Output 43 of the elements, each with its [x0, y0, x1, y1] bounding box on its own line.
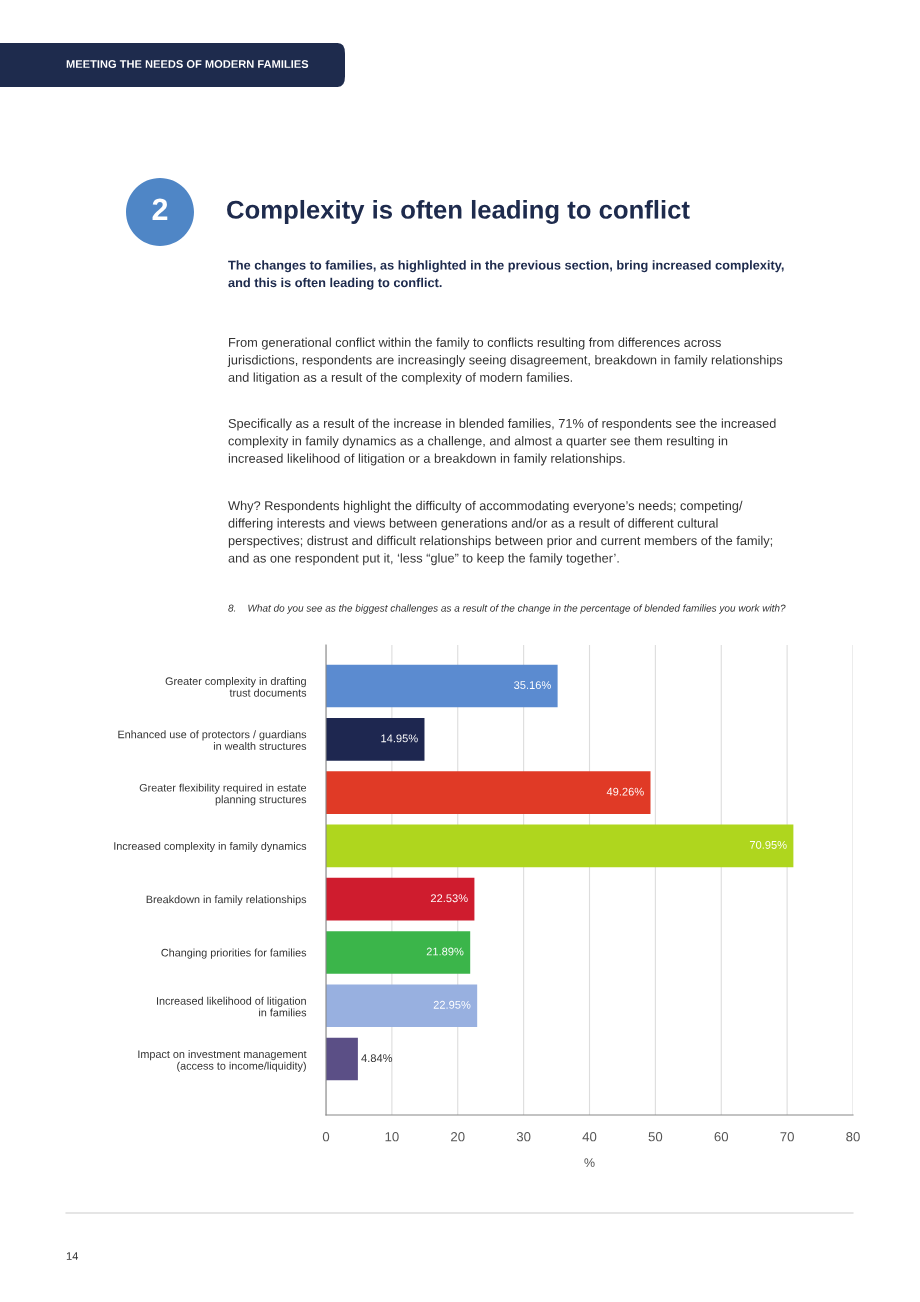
text: MEETING THE NEEDS OF MODERN FAMILIES — [66, 60, 309, 68]
data-label: 22.95% — [433, 1000, 471, 1009]
x-tick-label: 20 — [451, 1132, 465, 1142]
text: 14 — [66, 1252, 79, 1260]
x-tick-label: 0 — [322, 1132, 330, 1142]
text: 2 — [152, 198, 168, 220]
bar — [326, 984, 478, 1028]
x-tick-label: 70 — [780, 1132, 794, 1142]
bar — [326, 877, 475, 921]
x-tick-label: 80 — [846, 1132, 860, 1142]
data-label: 14.95% — [381, 734, 418, 743]
text: 8. What do you see as the biggest challenges as a result of the change in the percentage of blended families you work with? — [228, 604, 786, 614]
text: From generational conflict within the family to conflicts resulting from differences across jurisdictions, respondents are increasingly seeing disagreement, breakdown in family relationships and litigation as a result of the complexity of modern families. — [227, 337, 783, 385]
data-label: 21.89% — [426, 947, 464, 956]
data-label: 22.53% — [430, 894, 468, 903]
x-tick-label: 10 — [385, 1132, 399, 1142]
y-tick-label: Changing priorities for families — [161, 948, 307, 959]
bar — [326, 824, 794, 868]
bar — [326, 771, 651, 814]
y-tick-label: Breakdown in family relationships — [146, 895, 307, 906]
x-axis-title: % — [584, 1158, 595, 1167]
bar — [326, 931, 471, 974]
y-tick-label: Increased likelihood of litigation in families — [157, 996, 307, 1017]
chart-title: Complexity is often leading to conflict — [227, 199, 690, 225]
chart-subtitle: The changes to families, as highlighted in the previous section, bring increased complexity, and this is often leading to conflict. — [228, 260, 784, 290]
data-label: 49.26% — [606, 787, 644, 796]
y-tick-label: Greater complexity in drafting trust documents — [165, 677, 307, 697]
text: Why? Respondents highlight the difficulty of accommodating everyone’s needs; competing/ differing interests and views between generations and/or as a result of different cultural perspectives; distrust and difficult relationships between prior and current members of the family; and as one respondent put it, ‘less “glue” to keep the family together’. — [228, 500, 773, 566]
x-tick-label: 40 — [582, 1132, 597, 1142]
data-label: 35.16% — [514, 681, 551, 690]
data-label: 4.84% — [361, 1054, 393, 1063]
data-label: 70.95% — [749, 841, 787, 849]
y-tick-label: Increased complexity in family dynamics — [114, 841, 307, 853]
x-tick-label: 30 — [516, 1132, 531, 1142]
x-tick-label: 60 — [714, 1132, 729, 1142]
bar — [326, 718, 425, 761]
bar — [326, 664, 558, 708]
x-tick-label: 50 — [648, 1132, 663, 1142]
y-tick-label: Greater flexibility required in estate planning structures — [139, 783, 307, 806]
y-tick-label: Enhanced use of protectors / guardians in wealth structures — [118, 730, 307, 750]
y-tick-label: Impact on investment management (access to income/liquidity) — [138, 1050, 307, 1072]
text: Specifically as a result of the increase in blended families, 71% of respondents see the increased complexity in family dynamics as a challenge, and almost a quarter see them resulting in increased likelihood of litigation or a breakdown in family relationships. — [228, 418, 776, 466]
bar — [326, 1037, 358, 1081]
